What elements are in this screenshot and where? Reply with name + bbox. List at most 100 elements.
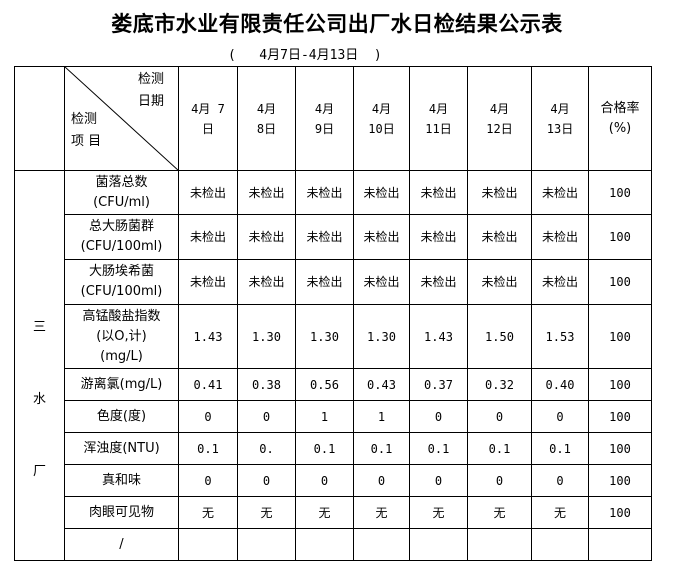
result-cell: 1.43 bbox=[178, 304, 238, 369]
result-cell: 0.40 bbox=[531, 368, 589, 401]
item-name: 高锰酸盐指数 (以O,计) (mg/L) bbox=[64, 304, 179, 369]
result-cell: 无 bbox=[178, 496, 238, 529]
result-cell: 无 bbox=[353, 496, 410, 529]
result-cell: 0. bbox=[237, 432, 296, 465]
date-text: 4月 bbox=[256, 101, 277, 116]
date-header: 4月 9日 bbox=[295, 66, 354, 171]
date-text: 8日 bbox=[256, 121, 277, 136]
result-cell bbox=[531, 528, 589, 561]
date-text: 4月 bbox=[550, 101, 570, 116]
result-cell: 0 bbox=[467, 464, 532, 497]
date-text: 12日 bbox=[486, 121, 513, 136]
item-label: 项 目 bbox=[71, 134, 102, 149]
item-name: 真和味 bbox=[64, 464, 179, 497]
table-row: 肉眼可见物无无无无无无无 100 bbox=[15, 496, 652, 529]
corner-cell bbox=[14, 66, 65, 171]
date-header: 4月 8日 bbox=[237, 66, 296, 171]
result-cell: 0 bbox=[237, 400, 296, 433]
result-cell: 未检出 bbox=[178, 259, 238, 305]
result-cell: 无 bbox=[531, 496, 589, 529]
date-header: 4月 7 日 bbox=[178, 66, 238, 171]
plant-char: 水 bbox=[32, 392, 46, 407]
diagonal-line bbox=[65, 67, 179, 171]
item-text: 大肠埃希菌 bbox=[88, 264, 154, 279]
result-cell: 0 bbox=[178, 400, 238, 433]
result-cell: 1.30 bbox=[353, 304, 410, 369]
pass-rate-cell: 100 bbox=[588, 259, 652, 305]
item-name: 大肠埃希菌 (CFU/100ml) bbox=[64, 259, 179, 305]
result-cell: 0 bbox=[531, 400, 589, 433]
item-text: 浑浊度(NTU) bbox=[83, 440, 160, 456]
item-text: 高锰酸盐指数 bbox=[82, 308, 161, 324]
result-cell: 0.1 bbox=[409, 432, 468, 465]
result-cell: 未检出 bbox=[178, 214, 238, 260]
table-row: 浑浊度(NTU) 0.1 0. 0.1 0.1 0.1 0.1 0.1 100 bbox=[15, 432, 652, 465]
date-text: 10日 bbox=[368, 121, 395, 136]
pass-rate-cell: 100 bbox=[588, 304, 652, 369]
result-cell: 0 bbox=[467, 400, 532, 433]
result-cell: 未检出 bbox=[467, 170, 532, 215]
item-text: 真和味 bbox=[101, 472, 141, 488]
item-name: 菌落总数 (CFU/ml) bbox=[64, 170, 179, 215]
item-text: (以O,计) bbox=[96, 328, 147, 344]
rate-header: 合格率 (%) bbox=[588, 66, 652, 171]
date-text: 日 bbox=[201, 121, 214, 136]
result-cell bbox=[295, 528, 354, 561]
item-text: 肉眼可见物 bbox=[88, 504, 154, 520]
rate-text: 合格率 bbox=[600, 100, 640, 116]
item-name: 总大肠菌群 (CFU/100ml) bbox=[64, 214, 179, 260]
pass-rate-cell: 100 bbox=[588, 170, 652, 215]
result-cell: 1.30 bbox=[237, 304, 296, 369]
result-cell bbox=[178, 528, 238, 561]
page-title: 娄底市水业有限责任公司出厂水日检结果公示表 bbox=[111, 12, 563, 36]
item-text: 菌落总数 bbox=[95, 174, 148, 190]
result-cell: 未检出 bbox=[353, 259, 410, 305]
pass-rate-cell: 100 bbox=[588, 496, 652, 529]
item-name: 肉眼可见物 bbox=[64, 496, 179, 529]
table-row: 总大肠菌群 (CFU/100ml) 未检出 未检出 未检出 未检出 未检出 未检出 未检出 100 bbox=[15, 214, 652, 260]
table-row: 三水厂菌落总数 (CFU/ml) 未检出 未检出 未检出 未检出 未检出 未检出 未检出 100 bbox=[14, 170, 652, 561]
item-name: / bbox=[64, 528, 179, 561]
rate-text: (%) bbox=[608, 120, 632, 136]
result-cell: 无 bbox=[237, 496, 296, 529]
result-cell: 未检出 bbox=[409, 214, 468, 260]
table-row: 真和味 0 0 0 0 0 0 0 100 bbox=[15, 464, 652, 497]
result-cell: 无 bbox=[295, 496, 354, 529]
result-cell: 0 bbox=[237, 464, 296, 497]
result-cell: 无 bbox=[467, 496, 532, 529]
result-cell: 0.1 bbox=[353, 432, 410, 465]
result-cell: 0 bbox=[409, 400, 468, 433]
item-text: / bbox=[119, 536, 124, 552]
result-cell: 0.1 bbox=[295, 432, 354, 465]
result-cell: 未检出 bbox=[531, 170, 589, 215]
pass-rate-cell: 100 bbox=[588, 368, 652, 401]
result-cell: 0.38 bbox=[237, 368, 296, 401]
plant-char: 厂 bbox=[32, 464, 46, 479]
result-cell bbox=[353, 528, 410, 561]
date-text: 4月 7 bbox=[191, 101, 225, 116]
result-cell: 未检出 bbox=[531, 259, 589, 305]
result-cell: 1 bbox=[353, 400, 410, 433]
result-cell: 1.30 bbox=[295, 304, 354, 369]
item-text: 总大肠菌群 bbox=[88, 219, 154, 234]
result-cell: 0.1 bbox=[467, 432, 532, 465]
date-label: 日期 bbox=[137, 94, 164, 109]
result-cell: 无 bbox=[409, 496, 468, 529]
result-cell: 未检出 bbox=[409, 170, 468, 215]
result-cell: 0.37 bbox=[409, 368, 468, 401]
result-cell: 0.1 bbox=[178, 432, 238, 465]
date-header: 4月 13日 bbox=[531, 66, 589, 171]
result-cell: 1.50 bbox=[467, 304, 532, 369]
pass-rate-cell: 100 bbox=[588, 400, 652, 433]
date-header: 4月 12日 bbox=[467, 66, 532, 171]
item-name: 游离氯(mg/L) bbox=[64, 368, 179, 401]
date-text: 4月 bbox=[489, 101, 510, 116]
item-text: (mg/L) bbox=[100, 348, 143, 364]
result-cell: 未检出 bbox=[237, 170, 296, 215]
item-text: (CFU/100ml) bbox=[80, 284, 163, 299]
date-text: 4月 bbox=[428, 101, 449, 116]
result-cell bbox=[409, 528, 468, 561]
result-cell: 未检出 bbox=[237, 214, 296, 260]
date-text: 11日 bbox=[425, 121, 452, 136]
result-cell: 0.56 bbox=[295, 368, 354, 401]
